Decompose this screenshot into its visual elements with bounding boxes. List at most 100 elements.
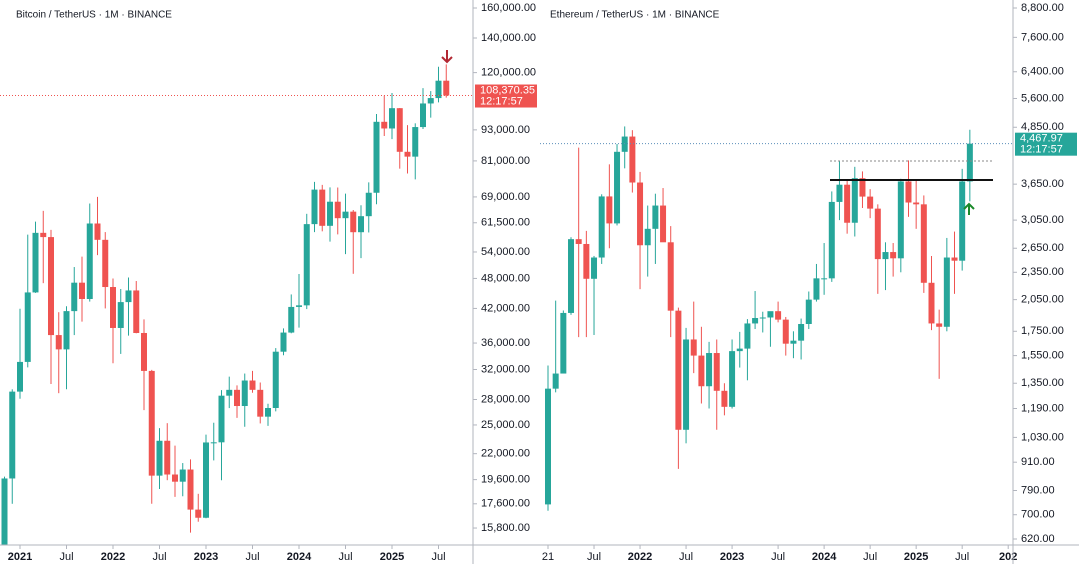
x-tick-label: 21 xyxy=(542,551,554,563)
candle-body xyxy=(187,469,194,510)
candle-body xyxy=(303,224,310,306)
candle-body xyxy=(381,121,388,129)
y-tick-label: 42,000.00 xyxy=(481,302,530,314)
candle-body xyxy=(241,380,248,407)
y-tick-label: 1,190.00 xyxy=(1021,402,1064,414)
x-tick-label: 2021 xyxy=(8,551,32,563)
candle-body xyxy=(874,208,881,260)
candle-body xyxy=(721,390,728,407)
y-tick-label: 19,600.00 xyxy=(481,474,530,486)
y-tick-label: 1,550.00 xyxy=(1021,349,1064,361)
price-label-box xyxy=(475,84,537,108)
candle-body xyxy=(897,181,904,259)
down-arrow xyxy=(441,50,453,64)
y-tick-label: 2,350.00 xyxy=(1021,266,1064,278)
chart-title: Ethereum / TetherUS · 1M · BINANCE xyxy=(550,10,720,21)
candle-body xyxy=(396,108,403,152)
candle-body xyxy=(319,189,326,226)
candle-body xyxy=(272,351,279,409)
candle-body xyxy=(63,311,70,350)
x-tick-label: 2023 xyxy=(194,551,218,563)
candle-body xyxy=(280,332,287,352)
candle-body xyxy=(744,323,751,349)
candle-body xyxy=(55,335,62,350)
candle-body xyxy=(234,389,240,407)
candle-body xyxy=(141,332,147,371)
candle-body xyxy=(117,302,124,328)
candle-body xyxy=(598,196,605,258)
candle-body xyxy=(568,239,575,313)
chart-title: Bitcoin / TetherUS · 1M · BINANCE xyxy=(16,10,172,21)
y-tick-label: 69,000.00 xyxy=(481,191,530,203)
candle-body xyxy=(210,442,217,444)
candle-body xyxy=(782,319,789,344)
candle-body xyxy=(32,232,39,293)
x-tick-label: Jul xyxy=(863,551,877,563)
y-tick-label: 15,800.00 xyxy=(481,522,530,534)
candle-body xyxy=(583,243,590,279)
y-tick-label: 5,600.00 xyxy=(1021,92,1064,104)
y-tick-label: 22,000.00 xyxy=(481,448,530,460)
candle-body xyxy=(156,440,163,476)
candle-body xyxy=(389,108,395,129)
candle-body xyxy=(412,127,419,157)
candle-body xyxy=(86,223,93,299)
candle-body xyxy=(828,201,835,279)
candle-body xyxy=(882,252,889,260)
candle-body xyxy=(195,509,202,518)
candle-body xyxy=(1,478,8,545)
y-tick-label: 3,650.00 xyxy=(1021,178,1064,190)
candle-body xyxy=(365,192,372,217)
candle-body xyxy=(867,196,874,209)
candle-body xyxy=(775,311,782,320)
candle-body xyxy=(729,351,736,407)
y-tick-label: 36,000.00 xyxy=(481,337,530,349)
y-tick-label: 620.00 xyxy=(1021,533,1055,545)
y-tick-label: 25,000.00 xyxy=(481,419,530,431)
candle-body xyxy=(552,373,559,389)
candle-body xyxy=(40,232,47,238)
candle-body xyxy=(637,182,644,246)
x-tick-label: Jul xyxy=(587,551,601,563)
candle-body xyxy=(164,440,171,475)
candle-body xyxy=(591,257,598,279)
candle-body xyxy=(652,205,659,229)
candle-body xyxy=(435,80,442,99)
candle-body xyxy=(24,292,31,362)
y-tick-label: 32,000.00 xyxy=(481,363,530,375)
candle-body xyxy=(621,136,628,152)
price-label-box xyxy=(1015,132,1077,156)
x-tick-label: Jul xyxy=(59,551,73,563)
y-tick-label: 28,000.00 xyxy=(481,393,530,405)
candle-body xyxy=(311,189,318,225)
candle-body xyxy=(844,184,851,223)
y-tick-label: 93,000.00 xyxy=(481,124,530,136)
x-tick-label: Jul xyxy=(152,551,166,563)
candle-body xyxy=(951,257,958,261)
candle-body xyxy=(265,408,271,417)
candle-body xyxy=(71,282,78,312)
y-tick-label: 81,000.00 xyxy=(481,155,530,167)
candle-body xyxy=(404,151,411,157)
candle-body xyxy=(698,355,705,387)
candle-body xyxy=(736,348,743,352)
candle-body xyxy=(443,80,450,96)
candle-body xyxy=(959,181,966,261)
candle-body xyxy=(675,310,682,430)
candle-body xyxy=(614,151,621,224)
candle-body xyxy=(334,201,341,219)
x-tick-label: 2022 xyxy=(101,551,125,563)
x-tick-label: Jul xyxy=(245,551,259,563)
y-tick-label: 48,000.00 xyxy=(481,272,530,284)
candle-body xyxy=(683,339,690,430)
candle-body xyxy=(713,353,720,391)
x-tick-label: Jul xyxy=(431,551,445,563)
candle-body xyxy=(48,237,54,336)
candle-body xyxy=(943,257,950,327)
candle-body xyxy=(350,211,357,233)
btc-plot xyxy=(0,64,473,545)
candle-body xyxy=(172,474,178,482)
candle-body xyxy=(427,98,434,104)
